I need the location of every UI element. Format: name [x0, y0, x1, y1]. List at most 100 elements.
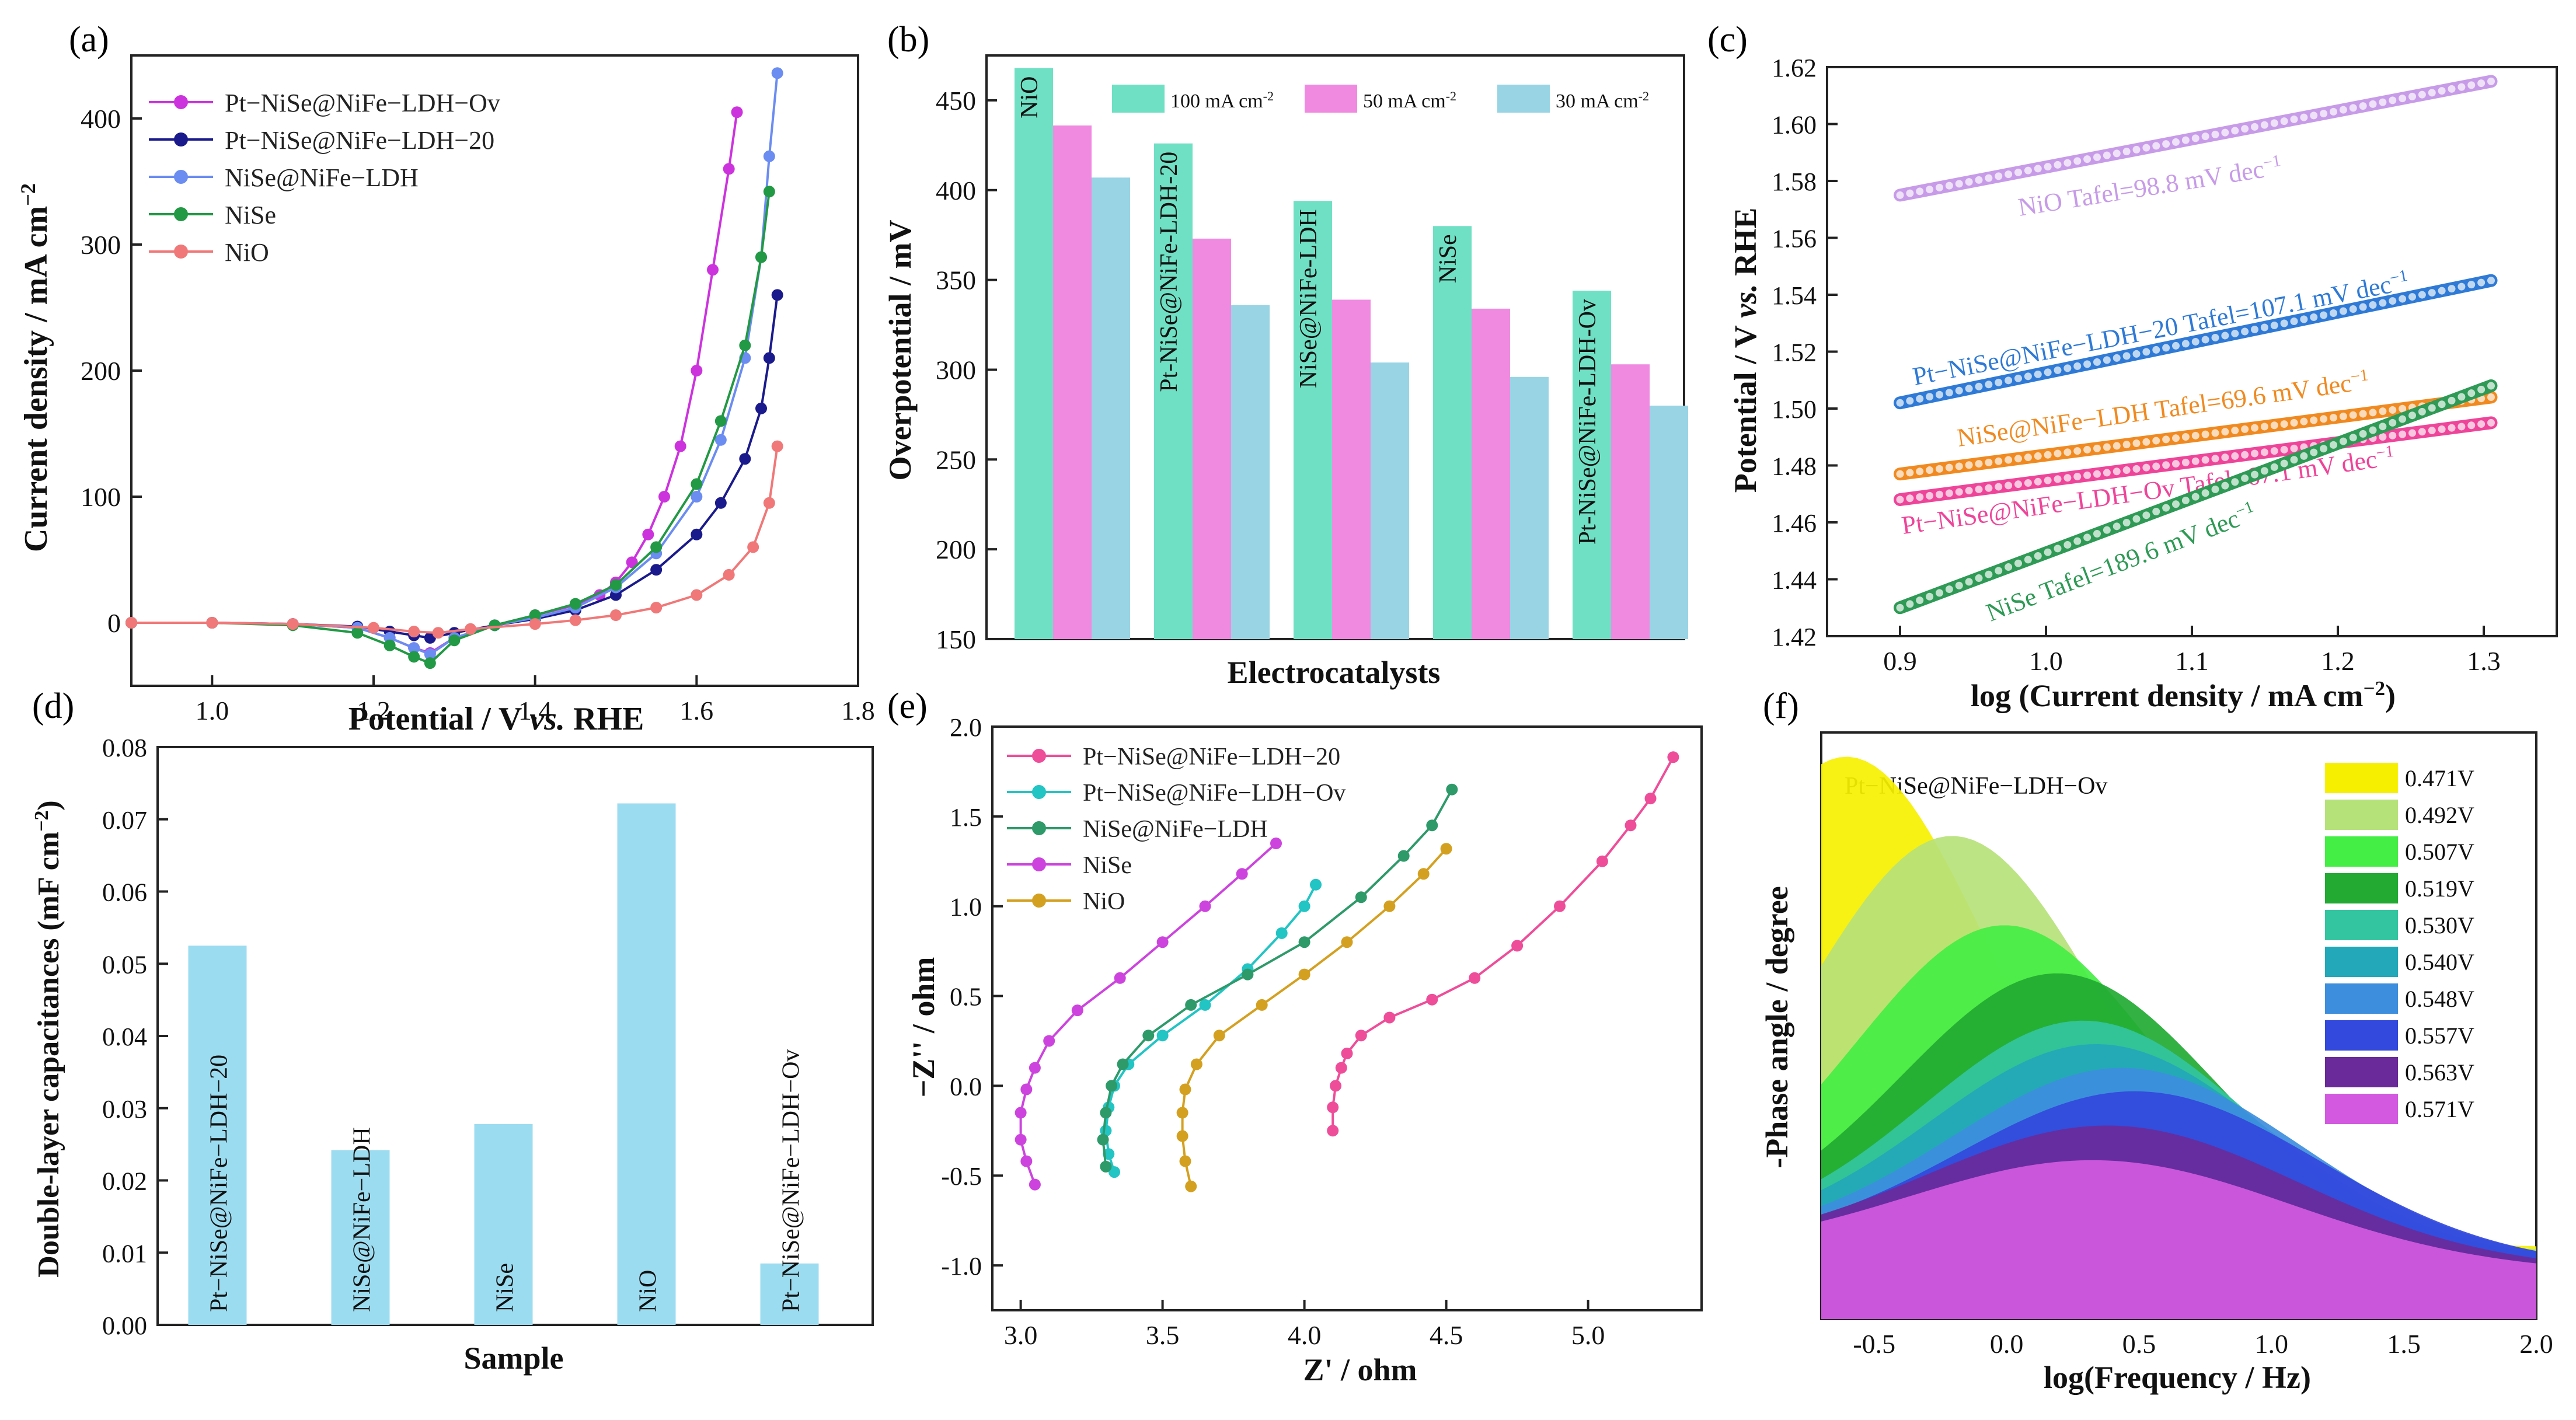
e-ylabel: −Z'' / ohm — [906, 957, 941, 1098]
c-series-point — [2258, 446, 2270, 458]
e-series-point — [1335, 1062, 1347, 1074]
a-series-point — [465, 623, 476, 635]
a-xtick-label: 1.0 — [196, 696, 229, 725]
c-series-point — [2347, 409, 2359, 421]
c-series-point — [2092, 356, 2103, 368]
c-series-point — [2476, 78, 2487, 89]
c-series-point — [2013, 166, 2024, 178]
c-series-point — [2180, 338, 2191, 350]
c-series-point — [2180, 134, 2191, 146]
c-series-point — [2466, 279, 2477, 291]
e-series-line — [1331, 756, 1675, 1131]
c-series-point — [2052, 543, 2063, 554]
c-series-point — [2258, 465, 2270, 477]
c-series-point — [2082, 358, 2093, 370]
a-series-point — [691, 491, 703, 503]
a-series-point — [424, 657, 436, 669]
c-series-point — [2397, 293, 2408, 305]
f-xtick-label: 0.0 — [1990, 1329, 2024, 1359]
c-series-point — [2219, 426, 2231, 438]
f-legend-label: 0.557V — [2405, 1023, 2474, 1049]
f-legend-swatch — [2325, 873, 2398, 903]
a-series-point — [432, 627, 444, 639]
c-series-point — [2476, 418, 2487, 430]
c-series-point — [2170, 458, 2181, 470]
e-series-point — [1298, 968, 1310, 981]
e-series-point — [1043, 1035, 1055, 1047]
b-legend-label-part: -2 — [1639, 89, 1649, 103]
b-bar — [1573, 291, 1611, 640]
c-series-point — [1963, 176, 1975, 188]
panel-d-label: (d) — [32, 686, 74, 726]
c-series-point — [2258, 119, 2270, 131]
e-series-point — [1554, 900, 1566, 912]
a-ytick-label: 200 — [81, 356, 121, 386]
b-legend-label-part: 50 mA cm — [1363, 90, 1446, 112]
c-series-point — [2022, 452, 2034, 463]
a-series-point — [691, 365, 703, 376]
e-series-point — [1185, 999, 1197, 1011]
c-series-point — [1983, 379, 1995, 390]
c-series-point — [2052, 159, 2063, 170]
b-bar — [1193, 238, 1231, 639]
b-xlabel: Electrocatalysts — [1228, 655, 1441, 690]
a-xlabel-part: Potential / V — [348, 701, 530, 737]
c-series-point — [2209, 128, 2221, 140]
a-legend-label: Pt−NiSe@NiFe−LDH−20 — [225, 126, 494, 155]
c-series-point — [2337, 435, 2349, 447]
c-series-point — [1924, 490, 1936, 501]
a-series-point — [739, 453, 751, 465]
b-legend-label: 30 mA cm-2 — [1556, 89, 1649, 113]
c-series-point — [1904, 187, 1916, 199]
c-series-point — [2131, 463, 2142, 475]
c-series-point — [2141, 510, 2152, 521]
a-series-point — [408, 626, 420, 638]
a-series-point — [626, 556, 638, 568]
c-series-point — [2456, 81, 2467, 93]
panel-e: (e) — [887, 686, 1703, 1311]
b-legend-label: 50 mA cm-2 — [1363, 89, 1456, 113]
a-xtick-label: 1.2 — [357, 696, 391, 725]
c-ytick-label: 1.46 — [1772, 509, 1817, 538]
c-series-point — [2278, 458, 2290, 469]
c-series-point — [2486, 392, 2497, 403]
c-series-point — [2426, 402, 2438, 414]
c-series-point — [2466, 79, 2477, 91]
c-series-point — [2377, 406, 2389, 417]
e-series-point — [1190, 1058, 1202, 1070]
e-xtick-label: 4.0 — [1288, 1320, 1322, 1350]
c-series-point — [2239, 123, 2251, 135]
c-series-point — [2111, 521, 2122, 532]
c-series-point — [2426, 287, 2438, 299]
c-series-point — [1963, 485, 1975, 497]
c-series-point — [2328, 412, 2339, 424]
c-series-point — [2328, 439, 2339, 451]
c-series-point — [2042, 475, 2054, 486]
e-legend-marker — [1032, 785, 1046, 799]
c-series-point — [2278, 444, 2290, 455]
b-ytick-label: 250 — [936, 445, 976, 475]
f-legend-label: 0.492V — [2405, 802, 2474, 828]
e-series-point — [1199, 999, 1211, 1011]
c-series-point — [1953, 486, 1965, 498]
a-series-point — [771, 289, 783, 301]
d-category-label: NiSe — [492, 1263, 519, 1312]
c-series-point — [2082, 153, 2093, 165]
a-legend-label: NiSe@NiFe−LDH — [225, 163, 419, 192]
a-ylabel-part: Current density / mA cm — [18, 206, 54, 552]
f-legend-label: 0.548V — [2405, 986, 2474, 1012]
a-series-point — [723, 568, 735, 581]
e-series-point — [1327, 1125, 1339, 1137]
a-ytick-label: 0 — [107, 608, 121, 638]
c-series-point — [2446, 83, 2458, 95]
c-series-point — [2121, 517, 2132, 528]
c-series-point — [1904, 395, 1916, 407]
c-series-point — [2367, 98, 2379, 110]
e-series-point — [1185, 1180, 1197, 1192]
c-series-point — [1953, 385, 1965, 396]
c-series-point — [1963, 459, 1975, 471]
f-xtick-label: 2.0 — [2519, 1329, 2553, 1359]
c-series-point — [2239, 472, 2251, 484]
c-ylabel: Potential / V vs. RHE — [1728, 208, 1763, 493]
c-series-point — [2486, 75, 2497, 87]
